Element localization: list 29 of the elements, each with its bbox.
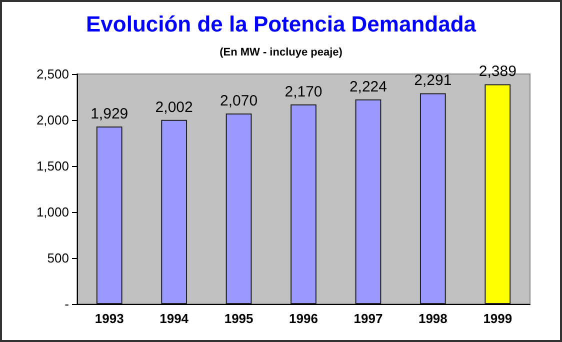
data-label: 2,224 [349,78,387,96]
y-tick-label: - [64,296,69,312]
x-tick-label: 1993 [94,311,124,326]
data-label: 2,070 [220,92,258,110]
x-tick-label: 1999 [483,311,512,326]
x-tick-label: 1996 [289,311,318,326]
bar [420,93,446,304]
bar [161,120,188,304]
bar [226,114,252,304]
data-label: 1,929 [90,106,128,123]
y-tick-label: 1,000 [36,204,69,220]
bar [290,104,316,304]
data-label: 2,170 [284,83,322,100]
y-tick-label: 2,000 [36,112,69,128]
bar [96,126,122,304]
x-tick-label: 1995 [224,311,254,326]
x-tick-label: 1997 [354,311,383,326]
chart-subtitle: (En MW - incluye peaje) [220,46,343,58]
y-tick-label: 1,500 [36,158,69,174]
y-tick-label: 500 [47,250,69,266]
data-label: 2,389 [478,63,516,80]
x-tick-label: 1994 [160,311,190,326]
bar [484,84,511,304]
y-tick-label: 2,500 [36,66,69,82]
data-label: 2,002 [155,98,193,116]
bar [355,99,382,304]
x-tick-label: 1998 [418,311,448,326]
chart-title: Evolución de la Potencia Demandada [86,12,477,36]
data-label: 2,291 [414,72,452,90]
